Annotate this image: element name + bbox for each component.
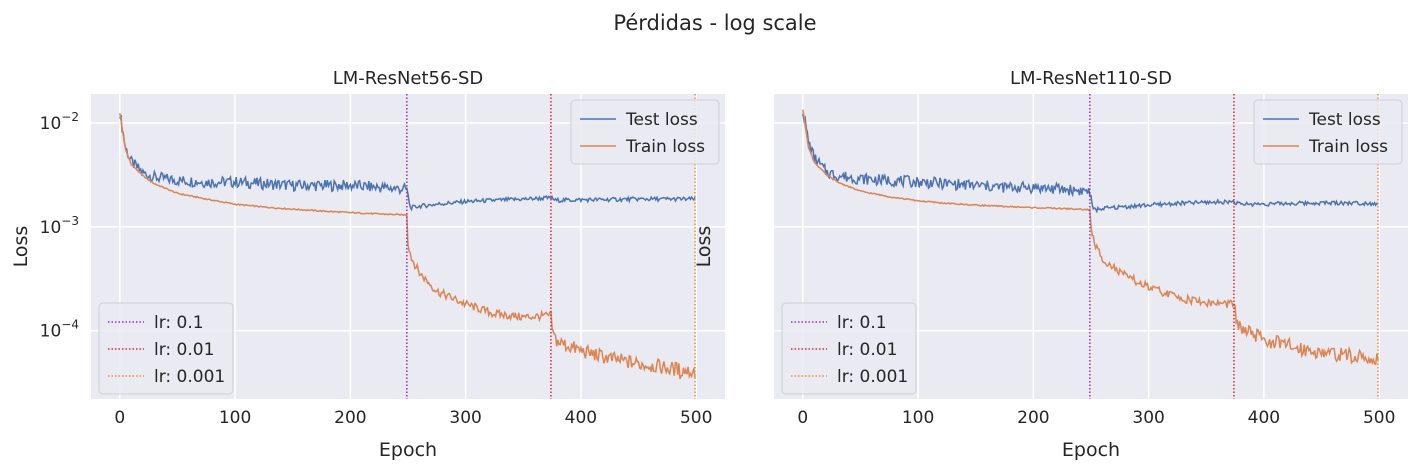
x-tick-label: 200 — [334, 408, 366, 428]
chart-panel-2: 0 100 200 300 400 500 LM-ResNet110-SD Epoch Loss… — [693, 68, 1408, 461]
x-axis-label: Epoch — [379, 439, 437, 461]
x-tick-label: 400 — [565, 408, 597, 428]
x-tick-label: 0 — [797, 408, 808, 428]
x-tick-label: 0 — [114, 408, 125, 428]
legend-frame — [98, 302, 234, 395]
y-axis-label: Loss — [10, 226, 32, 268]
legend-series: Test loss Train loss — [1253, 99, 1403, 165]
x-tick-label: 500 — [1363, 408, 1395, 428]
legend-frame — [781, 302, 917, 395]
figure-suptitle: Pérdidas - log scale — [613, 11, 816, 35]
x-tick-label: 100 — [219, 408, 251, 428]
legend-label: lr: 0.001 — [837, 367, 908, 387]
x-tick-label: 400 — [1248, 408, 1280, 428]
series-line-train — [119, 113, 696, 380]
series-line-test — [802, 113, 1379, 214]
chart-panel-1: 0 100 200 300 400 500 10−4 10−3 10−2 LM-ResNet56-… — [10, 68, 725, 461]
chart-title: LM-ResNet56-SD — [333, 68, 484, 89]
x-tick-label: 500 — [680, 408, 712, 428]
x-tick-label: 200 — [1017, 408, 1049, 428]
legend-label: Train loss — [625, 137, 705, 157]
y-axis-label: Loss — [693, 226, 715, 268]
x-tick-label: 300 — [1132, 408, 1164, 428]
chart-title: LM-ResNet110-SD — [1010, 68, 1172, 89]
legend-series: Test loss Train loss — [570, 99, 720, 165]
y-tick-label: 10−2 — [40, 110, 79, 134]
legend-label: lr: 0.1 — [837, 313, 887, 333]
legend-label: lr: 0.001 — [154, 367, 225, 387]
legend-label: Test loss — [625, 110, 698, 130]
y-tick-label: 10−3 — [40, 214, 79, 238]
x-tick-label: 100 — [902, 408, 934, 428]
legend-label: lr: 0.01 — [154, 340, 214, 360]
legend-label: Train loss — [1308, 137, 1388, 157]
legend-label: lr: 0.1 — [154, 313, 204, 333]
legend-frame — [1253, 99, 1403, 165]
legend-frame — [570, 99, 720, 165]
legend-learning-rate: lr: 0.1 lr: 0.01 lr: 0.001 — [98, 302, 234, 395]
y-tick-label: 10−4 — [40, 318, 79, 342]
series-line-test — [119, 114, 696, 212]
x-tick-label: 300 — [449, 408, 481, 428]
x-axis-label: Epoch — [1062, 439, 1120, 461]
legend-label: lr: 0.01 — [837, 340, 897, 360]
legend-learning-rate: lr: 0.1 lr: 0.01 lr: 0.001 — [781, 302, 917, 395]
legend-label: Test loss — [1308, 110, 1381, 130]
